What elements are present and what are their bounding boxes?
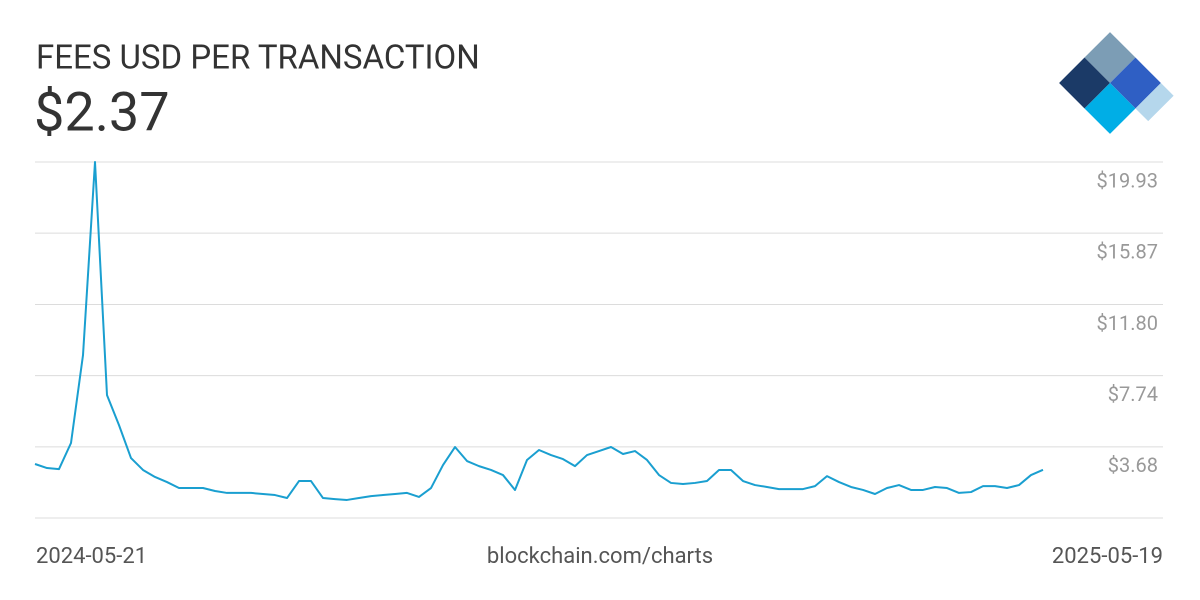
logo-tile: [1084, 32, 1136, 83]
y-tick-label: $15.87: [1097, 239, 1158, 263]
y-tick-label: $11.80: [1097, 311, 1158, 335]
logo-tile: [1135, 83, 1174, 122]
data-line: [34, 161, 1044, 501]
chart-title: FEES USD PER TRANSACTION: [36, 39, 480, 78]
logo-tile: [1084, 83, 1136, 134]
x-start-label: 2024-05-21: [36, 544, 147, 569]
x-end-label: 2025-05-19: [1052, 544, 1163, 569]
y-tick-label: $3.68: [1108, 453, 1158, 477]
current-value: $2.37: [34, 81, 170, 144]
y-tick-label: $19.93: [1097, 168, 1158, 192]
source: blockchain.com/charts: [487, 544, 713, 569]
logo: [1059, 32, 1174, 134]
y-tick-label: $7.74: [1108, 382, 1158, 406]
